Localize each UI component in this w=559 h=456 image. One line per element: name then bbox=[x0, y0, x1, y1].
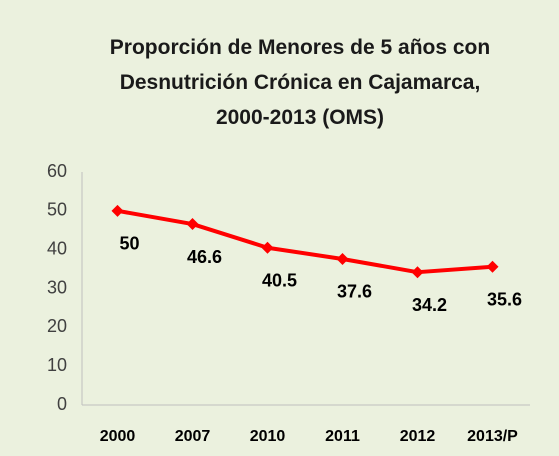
data-label: 46.6 bbox=[187, 247, 222, 267]
chart-title: Proporción de Menores de 5 años con Desn… bbox=[109, 36, 491, 129]
x-tick-label: 2010 bbox=[250, 428, 286, 445]
data-point bbox=[186, 218, 199, 231]
data-point bbox=[111, 204, 124, 217]
x-tick-label: 2011 bbox=[325, 428, 360, 445]
y-tick-label: 60 bbox=[47, 161, 67, 181]
x-tick-label: 2012 bbox=[400, 428, 436, 445]
y-tick-label: 0 bbox=[57, 394, 67, 414]
data-label: 35.6 bbox=[487, 290, 522, 310]
y-tick-label: 50 bbox=[47, 200, 67, 220]
x-tick-label: 2013/P bbox=[467, 428, 518, 445]
data-point bbox=[486, 260, 499, 273]
data-point bbox=[411, 266, 424, 279]
x-tick-label: 2000 bbox=[100, 428, 136, 445]
y-tick-label: 30 bbox=[47, 277, 67, 297]
y-tick-label: 10 bbox=[47, 355, 67, 375]
data-point bbox=[336, 252, 349, 265]
y-tick-label: 20 bbox=[47, 316, 67, 336]
data-label: 34.2 bbox=[412, 295, 447, 315]
data-label: 37.6 bbox=[337, 282, 372, 302]
y-tick-label: 40 bbox=[47, 238, 67, 258]
data-label: 50 bbox=[119, 234, 139, 254]
data-point bbox=[261, 241, 274, 254]
data-label: 40.5 bbox=[262, 270, 297, 290]
x-tick-label: 2007 bbox=[175, 428, 211, 445]
data-line bbox=[117, 208, 493, 275]
